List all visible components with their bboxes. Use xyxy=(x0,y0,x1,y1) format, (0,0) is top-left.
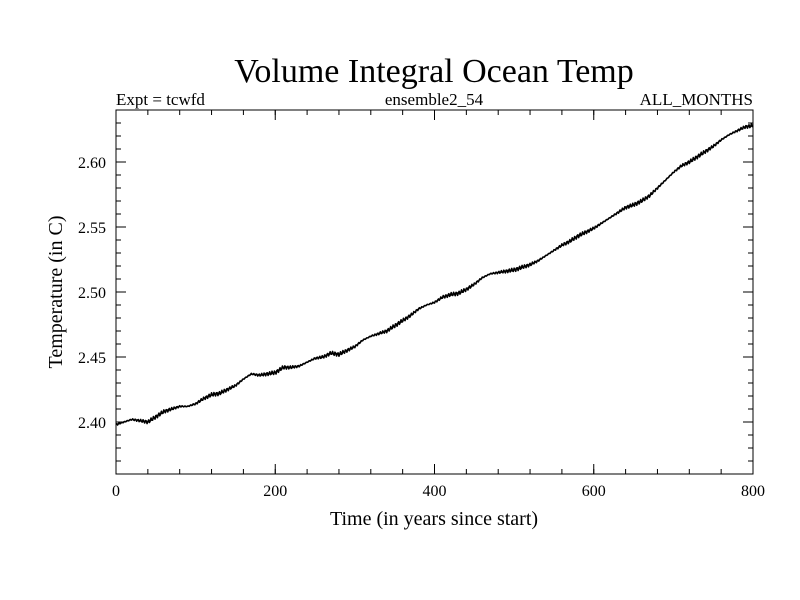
subtitle-center: ensemble2_54 xyxy=(385,90,484,109)
y-tick-label: 2.40 xyxy=(78,415,106,432)
series-line xyxy=(115,123,754,426)
x-tick-label: 400 xyxy=(423,483,447,500)
x-tick-label: 200 xyxy=(263,483,287,500)
y-tick-label: 2.60 xyxy=(78,155,106,172)
subtitle-right: ALL_MONTHS xyxy=(640,90,753,109)
chart-title: Volume Integral Ocean Temp xyxy=(234,53,634,90)
subtitle-left: Expt = tcwfd xyxy=(116,90,205,109)
y-tick-label: 2.45 xyxy=(78,350,106,367)
y-axis-label: Temperature (in C) xyxy=(45,216,67,369)
x-axis-ticks xyxy=(115,110,754,474)
x-tick-label: 800 xyxy=(741,483,765,500)
y-tick-label: 2.55 xyxy=(78,220,106,237)
x-axis-tick-labels: 0 200 400 600 800 xyxy=(112,483,765,500)
x-tick-label: 0 xyxy=(112,483,120,500)
y-axis-tick-labels: 2.40 2.45 2.50 2.55 2.60 xyxy=(78,155,106,432)
y-tick-label: 2.50 xyxy=(78,285,106,302)
x-tick-label: 600 xyxy=(582,483,606,500)
y-axis-ticks xyxy=(116,161,753,423)
x-axis-label: Time (in years since start) xyxy=(330,508,538,530)
